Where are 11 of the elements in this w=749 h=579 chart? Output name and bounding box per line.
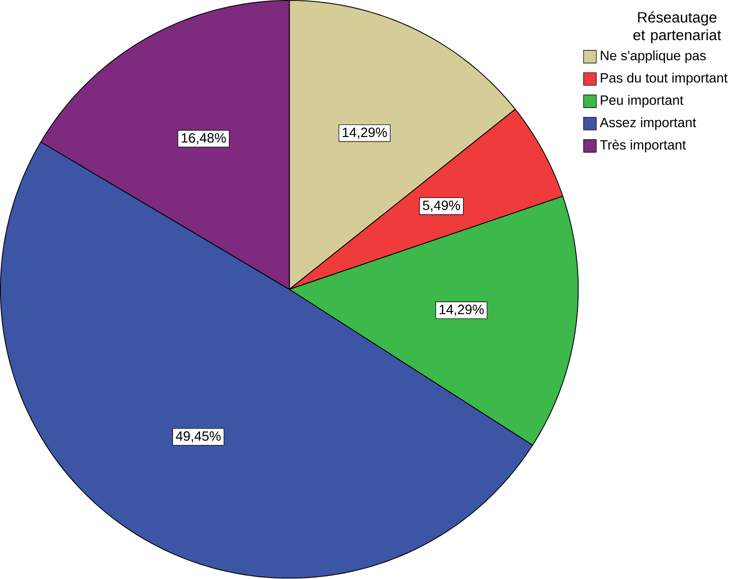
legend-label: Ne s'applique pas: [600, 50, 706, 64]
legend-label: Très important: [600, 140, 686, 152]
data-label: 49,45%: [176, 431, 221, 443]
data-label: 5,49%: [422, 200, 460, 212]
legend-title: Réseautage et partenariat: [633, 12, 722, 44]
data-label: 14,29%: [342, 128, 387, 139]
legend-label: Assez important: [600, 118, 696, 130]
data-label: 16,48%: [182, 133, 226, 144]
legend-label: Peu important: [600, 95, 684, 108]
data-label: 14,29%: [440, 304, 484, 316]
legend-label: Pas du tout important: [600, 72, 728, 86]
